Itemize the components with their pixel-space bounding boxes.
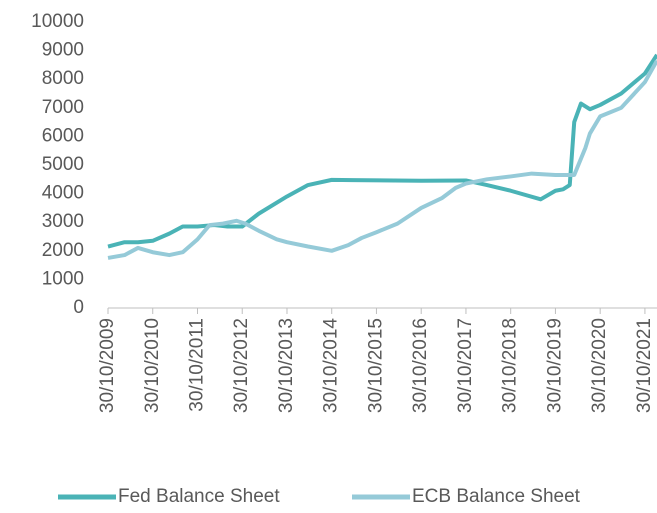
x-tick-label: 30/10/2009 xyxy=(97,318,118,413)
line xyxy=(107,59,657,260)
y-tick-label: 7000 xyxy=(42,97,84,118)
y-tick-label: 4000 xyxy=(42,183,84,204)
y-tick-label: 6000 xyxy=(42,125,84,146)
x-tick-label: 30/10/2015 xyxy=(365,318,386,413)
x-tick-label: 30/10/2016 xyxy=(410,318,431,413)
y-tick-label: 2000 xyxy=(42,240,84,261)
y-tick-label: 1000 xyxy=(42,268,84,289)
y-tick-label: 5000 xyxy=(42,154,84,175)
y-tick-label: 10000 xyxy=(31,11,84,32)
legend-label: Fed Balance Sheet xyxy=(118,486,280,507)
x-tick-label: 30/10/2020 xyxy=(589,318,610,413)
x-tick-label: 30/10/2010 xyxy=(142,318,163,413)
x-tick-label: 30/10/2011 xyxy=(187,318,208,412)
x-tick-label: 30/10/2021 xyxy=(634,318,655,413)
x-tick-label: 30/10/2013 xyxy=(276,318,297,413)
y-tick-label: 9000 xyxy=(42,40,84,61)
legend-label: ECB Balance Sheet xyxy=(412,486,581,507)
x-tick-label: 30/10/2014 xyxy=(321,318,342,414)
legend-item: ECB Balance Sheet xyxy=(352,486,581,507)
x-tick-label: 30/10/2012 xyxy=(231,318,252,413)
line xyxy=(107,53,657,249)
x-tick-label: 30/10/2017 xyxy=(455,318,476,413)
x-tick-label: 30/10/2018 xyxy=(500,318,521,413)
y-tick-label: 8000 xyxy=(42,68,84,89)
y-tick-label: 3000 xyxy=(42,211,84,232)
y-tick-label: 0 xyxy=(73,297,84,318)
legend-item: Fed Balance Sheet xyxy=(58,486,280,507)
x-tick-label: 30/10/2019 xyxy=(544,318,565,413)
